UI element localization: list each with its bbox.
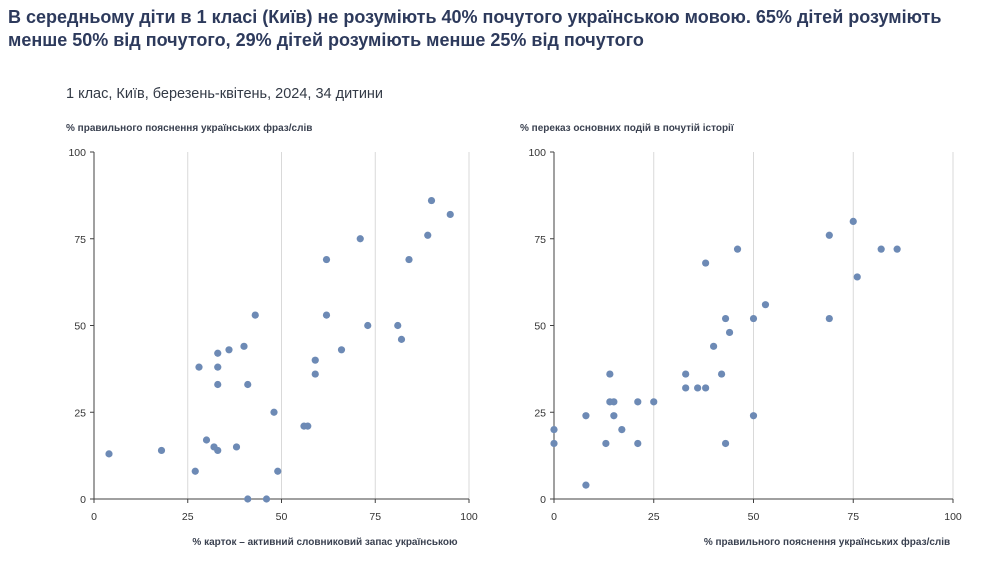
page-title: В середньому діти в 1 класі (Київ) не ро… bbox=[8, 7, 942, 50]
data-point-vocab-13 bbox=[244, 380, 252, 389]
y-tick-label-retell-0: 0 bbox=[540, 494, 546, 506]
data-point-retell-16 bbox=[702, 384, 710, 392]
data-point-vocab-14 bbox=[244, 495, 252, 503]
data-point-vocab-29 bbox=[397, 335, 406, 343]
x-tick-label-retell-0: 0 bbox=[551, 511, 557, 523]
data-point-retell-27 bbox=[825, 231, 833, 239]
data-point-vocab-31 bbox=[424, 231, 432, 239]
data-point-retell-10 bbox=[634, 398, 642, 406]
data-point-retell-14 bbox=[682, 384, 690, 392]
data-point-vocab-7 bbox=[214, 380, 222, 389]
x-tick-label-retell-25: 25 bbox=[648, 511, 660, 523]
x-tick-label-vocab-100: 100 bbox=[460, 511, 478, 523]
x-tick-label-retell-75: 75 bbox=[847, 511, 859, 523]
data-point-retell-19 bbox=[717, 370, 726, 378]
data-point-retell-17 bbox=[702, 259, 710, 267]
data-point-retell-28 bbox=[825, 314, 833, 323]
x-tick-label-vocab-25: 25 bbox=[182, 511, 194, 523]
data-point-retell-4 bbox=[602, 439, 610, 448]
x-tick-label-vocab-75: 75 bbox=[369, 511, 381, 523]
data-point-vocab-21 bbox=[311, 356, 319, 364]
data-point-retell-1 bbox=[550, 439, 558, 448]
data-point-retell-11 bbox=[634, 439, 642, 448]
data-point-vocab-25 bbox=[337, 346, 346, 354]
y-tick-label-vocab-75: 75 bbox=[74, 234, 86, 246]
y-tick-label-retell-100: 100 bbox=[528, 147, 546, 159]
data-point-retell-25 bbox=[749, 412, 758, 420]
data-point-vocab-27 bbox=[364, 321, 372, 330]
data-point-retell-20 bbox=[721, 314, 730, 323]
y-tick-label-retell-25: 25 bbox=[534, 407, 546, 419]
x-tick-label-retell-50: 50 bbox=[748, 511, 760, 523]
data-point-vocab-15 bbox=[251, 311, 259, 319]
data-point-vocab-28 bbox=[394, 321, 402, 330]
y-tick-label-vocab-50: 50 bbox=[74, 321, 86, 333]
data-point-retell-26 bbox=[761, 301, 770, 309]
data-point-vocab-2 bbox=[191, 467, 199, 475]
data-point-retell-5 bbox=[606, 370, 614, 378]
y-tick-label-vocab-0: 0 bbox=[80, 494, 86, 506]
data-point-retell-30 bbox=[853, 273, 861, 281]
data-point-vocab-17 bbox=[270, 408, 278, 416]
data-point-retell-13 bbox=[682, 370, 690, 378]
data-point-retell-12 bbox=[650, 398, 658, 406]
data-point-retell-32 bbox=[893, 245, 901, 253]
x-tick-label-vocab-50: 50 bbox=[276, 511, 288, 523]
data-point-retell-15 bbox=[694, 384, 702, 392]
data-point-vocab-22 bbox=[311, 370, 319, 378]
data-point-retell-9 bbox=[618, 426, 626, 434]
data-point-vocab-0 bbox=[105, 450, 113, 458]
y-tick-label-retell-50: 50 bbox=[534, 321, 546, 333]
data-point-retell-24 bbox=[749, 314, 758, 323]
data-point-vocab-24 bbox=[322, 311, 331, 319]
x-axis-label-vocab: % карток – активний словниковий запас ук… bbox=[192, 537, 458, 548]
data-point-vocab-30 bbox=[405, 255, 413, 264]
x-tick-label-vocab-0: 0 bbox=[91, 511, 97, 523]
data-point-retell-3 bbox=[582, 481, 590, 489]
data-point-retell-2 bbox=[582, 412, 590, 420]
data-point-retell-29 bbox=[849, 217, 857, 225]
data-point-retell-18 bbox=[710, 342, 718, 350]
data-point-retell-8 bbox=[610, 412, 618, 420]
data-point-vocab-6 bbox=[214, 446, 222, 455]
data-point-vocab-16 bbox=[262, 495, 271, 503]
data-point-vocab-4 bbox=[202, 436, 211, 444]
data-point-vocab-9 bbox=[214, 349, 222, 357]
data-point-vocab-3 bbox=[195, 363, 203, 371]
data-point-vocab-33 bbox=[446, 210, 454, 219]
data-point-retell-21 bbox=[721, 439, 730, 448]
data-point-retell-22 bbox=[725, 328, 734, 337]
data-point-retell-7 bbox=[610, 398, 618, 406]
data-point-vocab-8 bbox=[214, 363, 222, 371]
data-point-vocab-18 bbox=[274, 467, 282, 475]
y-tick-label-vocab-100: 100 bbox=[68, 147, 86, 159]
data-point-retell-0 bbox=[550, 426, 558, 434]
data-point-vocab-1 bbox=[157, 446, 166, 455]
data-point-vocab-12 bbox=[240, 342, 248, 350]
data-point-vocab-32 bbox=[427, 196, 436, 205]
y-tick-label-retell-75: 75 bbox=[534, 234, 546, 246]
y-tick-label-vocab-25: 25 bbox=[74, 407, 86, 419]
x-axis-label-retell: % правильного пояснення українських фраз… bbox=[704, 536, 950, 548]
data-point-retell-31 bbox=[877, 245, 885, 253]
data-point-vocab-11 bbox=[232, 443, 241, 451]
data-point-vocab-10 bbox=[225, 346, 233, 354]
y-axis-label-retell: % переказ основних подій в почутій істор… bbox=[520, 123, 734, 134]
page-subtitle: 1 клас, Київ, березень-квітень, 2024, 34… bbox=[66, 86, 384, 102]
data-point-vocab-26 bbox=[356, 235, 364, 243]
x-tick-label-retell-100: 100 bbox=[944, 511, 962, 523]
y-axis-label-vocab: % правильного пояснення українських фраз… bbox=[66, 122, 312, 134]
data-point-vocab-23 bbox=[322, 255, 331, 264]
data-point-retell-23 bbox=[733, 245, 742, 253]
data-point-vocab-20 bbox=[304, 422, 312, 430]
